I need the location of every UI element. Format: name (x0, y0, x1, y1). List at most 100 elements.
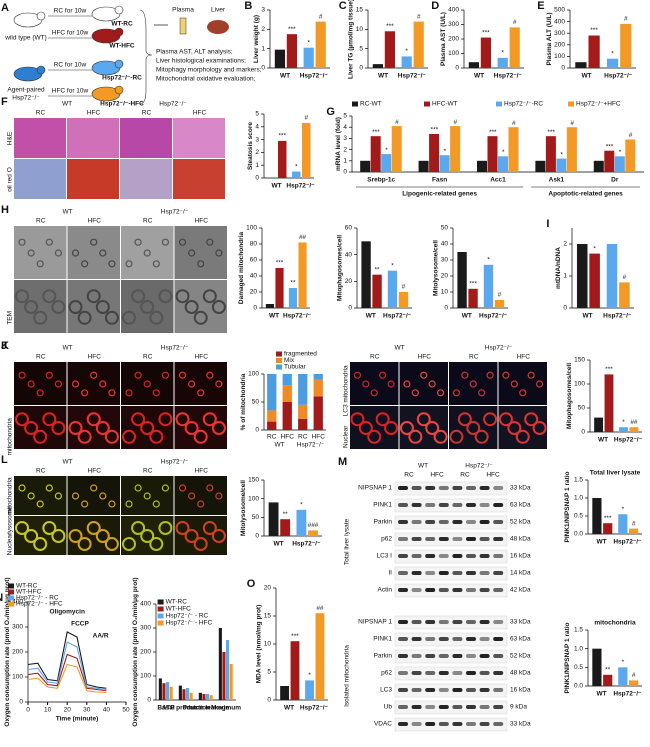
micrograph-detail (527, 371, 535, 379)
micrograph-detail (90, 371, 98, 379)
x-tick-label: RC (267, 434, 277, 441)
significance: # (513, 19, 517, 26)
bar (629, 528, 639, 534)
micrograph-detail (510, 380, 518, 388)
micrograph-detail (178, 238, 187, 246)
micrograph-detail (202, 412, 217, 427)
y-tick-label: 80 (250, 241, 258, 248)
group-label: WT (284, 705, 294, 712)
micrograph-detail (77, 537, 92, 551)
group-label: WT (269, 313, 279, 320)
bar (592, 648, 602, 686)
sample-label: Liver (211, 7, 226, 14)
x-tick-label: 30 (83, 707, 91, 714)
mouse-label: Agent-paired (7, 87, 45, 94)
column-header: HFC (195, 468, 209, 475)
group-header: Hsp72⁻/⁻ (161, 345, 189, 352)
y-tick-label: 300 (554, 30, 565, 37)
brace (139, 9, 153, 105)
micrograph-detail (498, 412, 513, 427)
y-tick-label: 0 (255, 533, 259, 540)
blot-band (438, 722, 449, 726)
bar (209, 695, 213, 700)
blot-band (493, 654, 504, 658)
bar (391, 126, 402, 172)
blot-band (411, 588, 422, 592)
blot-band (398, 705, 408, 709)
group-label: WT (596, 539, 606, 546)
micrograph-detail (134, 238, 142, 246)
column-header: RC (36, 218, 46, 225)
significance: *** (606, 143, 614, 150)
y-tick-label: 5 (255, 111, 259, 118)
significance: ** (290, 280, 296, 287)
bar (401, 56, 412, 68)
bar (619, 282, 630, 308)
y-tick-label: 400 (12, 599, 23, 606)
micrograph-detail (131, 289, 146, 304)
bar (229, 664, 233, 700)
significance: # (623, 274, 627, 281)
y-tick-label: 0 (253, 305, 257, 312)
micrograph-detail (95, 529, 110, 543)
bar (308, 530, 318, 536)
band-size: 9 kDa (510, 704, 527, 711)
bar (592, 498, 602, 534)
blot-band (398, 722, 408, 726)
group-label: Hsp72⁻/⁻ (300, 705, 329, 712)
legend-swatch (157, 613, 164, 619)
y-tick-label: 2 (261, 26, 265, 33)
x-tick-label: 20 (64, 707, 72, 714)
legend-label: WT-RC (16, 583, 38, 590)
micrograph-detail (532, 421, 547, 435)
blot-strip (394, 515, 508, 530)
column-header: RC (404, 472, 414, 479)
micrograph-detail (375, 412, 390, 427)
significance: *** (590, 27, 598, 34)
assay-text: Mitophagy morphology and markers; (156, 67, 262, 74)
bar (372, 64, 383, 68)
mouse-icon (114, 5, 124, 15)
y-tick-label: 1.0 (574, 645, 583, 652)
bar-segment (267, 410, 277, 422)
micrograph-detail (161, 371, 170, 379)
micrograph-detail (211, 421, 226, 435)
micrograph (14, 362, 67, 405)
column-header: RC (143, 218, 153, 225)
significance: ** (283, 511, 289, 518)
micrograph-detail (350, 412, 365, 427)
y-axis-label: PINK1/NIPSNAP 1 ratio (564, 622, 571, 693)
micrograph-detail (45, 371, 53, 379)
blot-band (452, 637, 463, 641)
blot-band (398, 671, 408, 675)
micrograph-detail (367, 429, 382, 444)
micrograph-detail (90, 484, 98, 492)
blot-band (438, 671, 449, 675)
micrograph-detail (42, 521, 57, 535)
y-tick-label: 40 (250, 273, 258, 280)
y-tick-label: 100 (140, 673, 151, 680)
micrograph-detail (384, 421, 399, 435)
blot-band (466, 588, 476, 592)
blot-band (479, 620, 490, 624)
legend-label: fragmented (284, 351, 317, 358)
blot-band (411, 571, 422, 575)
y-tick-label: 0 (255, 175, 259, 182)
significance: *** (469, 281, 477, 288)
bar (360, 160, 371, 172)
blot-band (425, 722, 436, 726)
significance: # (417, 13, 421, 20)
blot-band (411, 722, 422, 726)
bar (576, 244, 588, 308)
micrograph-detail (108, 260, 116, 268)
legend-swatch (157, 606, 164, 612)
row-label: mitochondria (7, 418, 14, 456)
micrograph-detail (202, 521, 217, 535)
bar (629, 680, 639, 686)
bar (286, 34, 297, 68)
chart-title: Total liver lysate (590, 470, 641, 477)
blot-band (398, 503, 408, 507)
bar (575, 62, 587, 68)
micrograph (121, 226, 174, 279)
micrograph (67, 362, 120, 405)
